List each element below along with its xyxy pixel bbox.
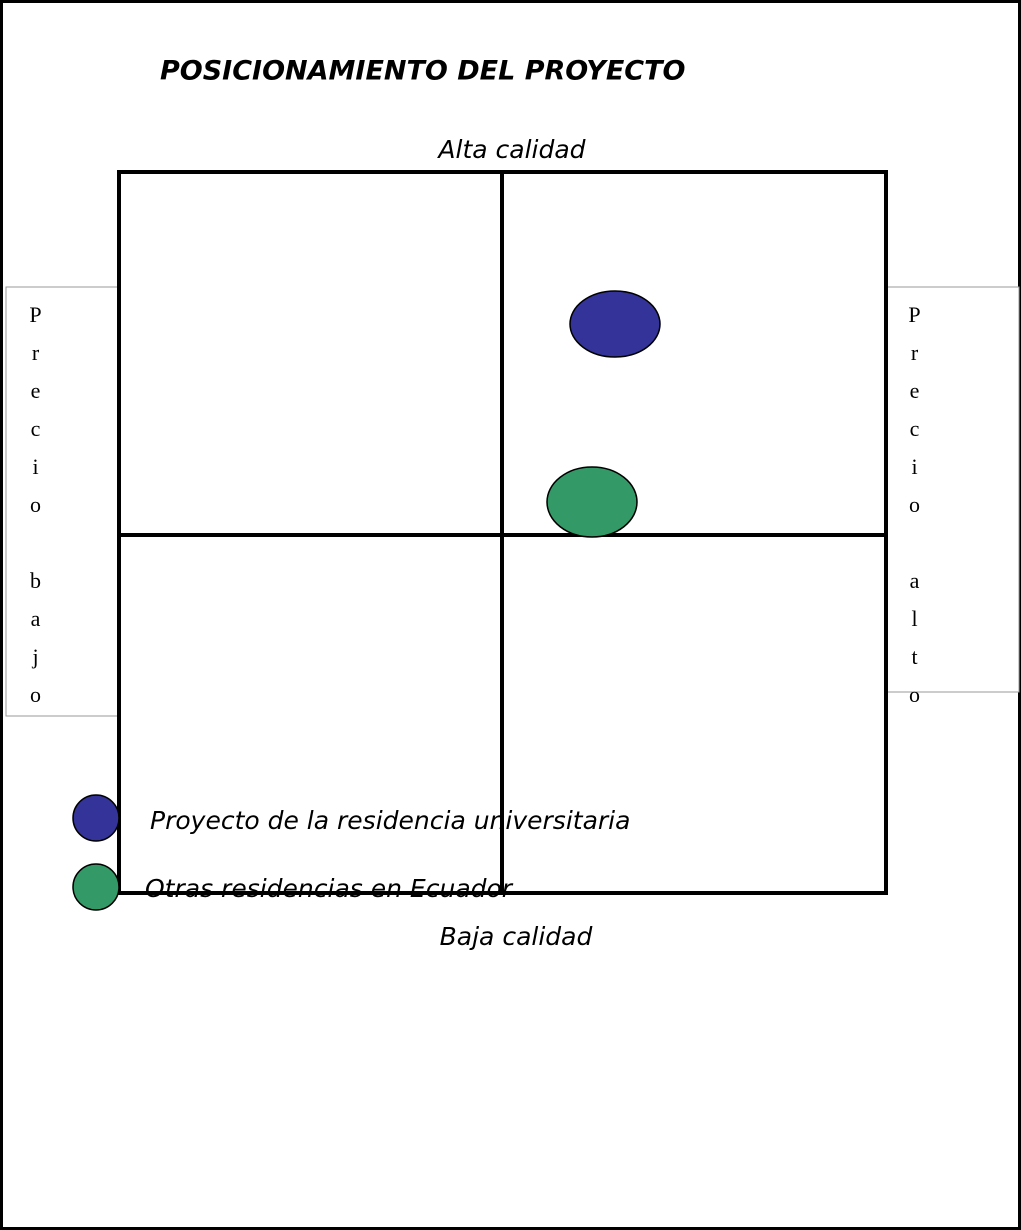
project-marker (569, 290, 661, 358)
title: POSICIONAMIENTO DEL PROYECTO (160, 56, 685, 87)
right-axis-label: Precio alto (902, 302, 927, 720)
right-label-box (885, 286, 1020, 693)
legend-swatch (72, 794, 120, 842)
left-axis-label: Precio bajo (23, 302, 48, 720)
bottom-axis-label: Baja calidad (440, 922, 593, 951)
legend-label: Proyecto de la residencia universitaria (150, 806, 630, 835)
legend-swatch (72, 863, 120, 911)
top-axis-label: Alta calidad (436, 135, 585, 164)
other-residences-marker (546, 466, 638, 538)
legend-label: Otras residencias en Ecuador (145, 874, 514, 903)
left-label-box (5, 286, 119, 717)
